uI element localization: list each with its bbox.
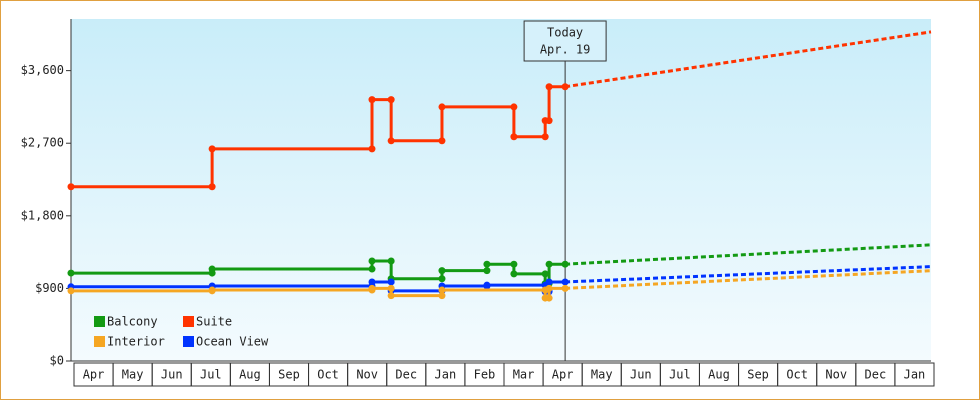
- point: [368, 96, 376, 104]
- forecast-line: [564, 30, 932, 89]
- legend-swatch: [94, 336, 105, 347]
- legend-label: Suite: [196, 315, 232, 329]
- y-tick-label: $2,700: [21, 136, 64, 150]
- point: [387, 278, 395, 286]
- forecast-line: [565, 243, 932, 266]
- point: [67, 287, 75, 295]
- legend-swatch: [183, 316, 194, 327]
- x-tick-label: Aug: [239, 368, 261, 382]
- y-tick-label: $3,600: [21, 63, 64, 77]
- x-tick-label: Apr: [83, 368, 105, 382]
- point: [368, 284, 376, 292]
- point: [67, 269, 75, 277]
- today-box: [523, 20, 607, 62]
- x-tick-label: Jan: [904, 368, 926, 382]
- x-tick-label: Aug: [708, 368, 730, 382]
- x-tick-label: Oct: [786, 368, 808, 382]
- point: [545, 117, 553, 125]
- y-tick-label: $0: [50, 354, 64, 368]
- legend-label: Interior: [107, 335, 165, 349]
- point: [510, 270, 518, 278]
- x-tick-label: May: [122, 368, 144, 382]
- point: [510, 260, 518, 268]
- x-tick-label: Sep: [747, 368, 769, 382]
- point: [545, 260, 553, 268]
- point: [208, 145, 216, 153]
- point: [561, 284, 569, 292]
- forecast-line: [565, 269, 932, 290]
- x-tick-label: Dec: [395, 368, 417, 382]
- point: [561, 260, 569, 268]
- point: [387, 284, 395, 292]
- point: [368, 278, 376, 286]
- point: [438, 103, 446, 111]
- point: [387, 292, 395, 300]
- x-tick-label: Nov: [356, 368, 378, 382]
- point: [545, 284, 553, 292]
- point: [387, 96, 395, 104]
- point: [208, 286, 216, 294]
- point: [387, 137, 395, 145]
- point: [368, 265, 376, 273]
- x-tick-label: Jun: [161, 368, 183, 382]
- point: [561, 278, 569, 286]
- x-tick-label: Jan: [435, 368, 457, 382]
- point: [541, 270, 549, 278]
- point: [387, 257, 395, 265]
- x-tick-label: Oct: [317, 368, 339, 382]
- point: [368, 145, 376, 153]
- legend-swatch: [183, 336, 194, 347]
- x-tick-label: Dec: [865, 368, 887, 382]
- point: [510, 133, 518, 141]
- month-cell: [894, 362, 935, 387]
- x-tick-label: Jul: [200, 368, 222, 382]
- point: [483, 267, 491, 275]
- point: [368, 257, 376, 265]
- forecast-line: [565, 265, 932, 284]
- point: [541, 133, 549, 141]
- today-date: Apr. 19: [540, 43, 591, 57]
- legend-label: Balcony: [107, 315, 158, 329]
- point: [438, 292, 446, 300]
- x-tick-label: Sep: [278, 368, 300, 382]
- x-tick-label: Jun: [630, 368, 652, 382]
- y-tick-label: $900: [35, 281, 64, 295]
- point: [438, 267, 446, 275]
- point: [67, 183, 75, 191]
- x-tick-label: Feb: [474, 368, 496, 382]
- point: [545, 83, 553, 91]
- point: [545, 278, 553, 286]
- y-tick-label: $1,800: [21, 208, 64, 222]
- x-tick-label: May: [591, 368, 613, 382]
- point: [208, 183, 216, 191]
- plot-background: [71, 19, 931, 361]
- point: [545, 294, 553, 302]
- point: [438, 286, 446, 294]
- legend-swatch: [94, 316, 105, 327]
- point: [483, 260, 491, 268]
- x-tick-label: Nov: [825, 368, 847, 382]
- point: [208, 265, 216, 273]
- x-tick-label: Jul: [669, 368, 691, 382]
- point: [510, 103, 518, 111]
- x-tick-label: Apr: [552, 368, 574, 382]
- x-tick-label: Mar: [513, 368, 535, 382]
- legend-label: Ocean View: [196, 335, 269, 349]
- point: [561, 83, 569, 91]
- point: [438, 137, 446, 145]
- point: [483, 281, 491, 289]
- point: [438, 275, 446, 283]
- today-label: Today: [547, 26, 583, 40]
